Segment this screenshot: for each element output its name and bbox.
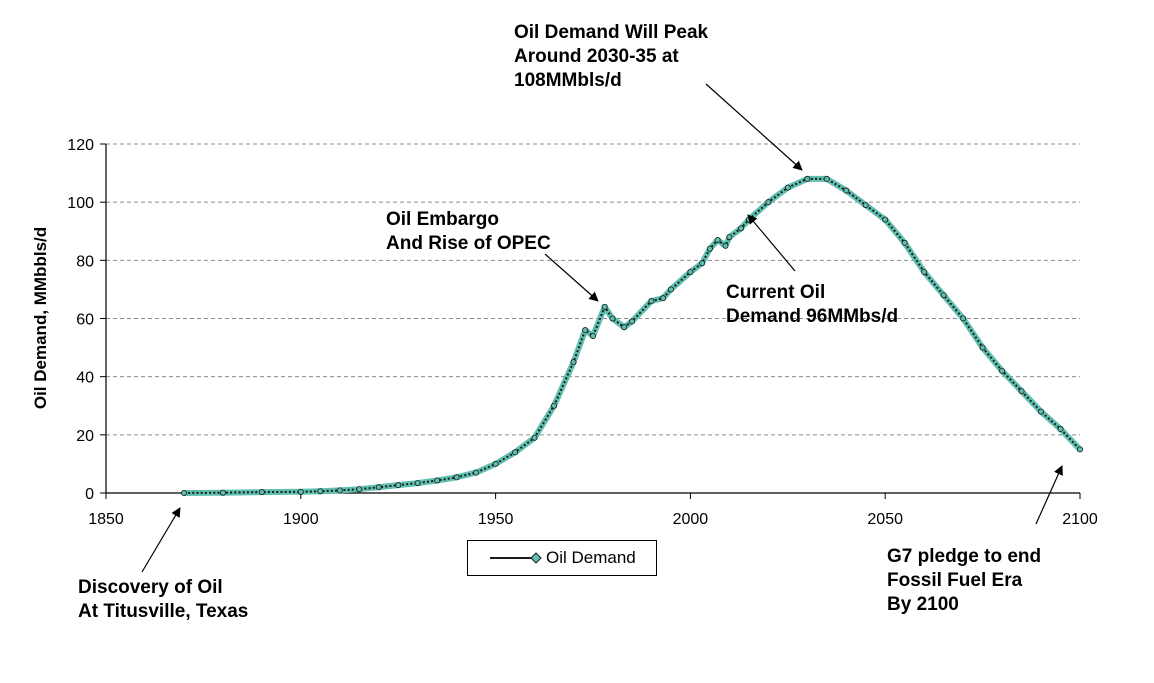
- data-point-2050: [882, 216, 889, 223]
- legend-label-oil-demand: Oil Demand: [546, 548, 636, 567]
- annotation-peak-line-1: Oil Demand Will Peak: [514, 22, 709, 43]
- annotation-discovery: Discovery of Oil At Titusville, Texas: [78, 576, 248, 624]
- data-point-1995: [667, 286, 674, 293]
- annotation-g7-line-2: Fossil Fuel Era: [887, 570, 1023, 591]
- axes: [100, 143, 1081, 499]
- annotation-current: Current Oil Demand 96MMbs/d: [726, 281, 898, 329]
- data-point-2040: [843, 187, 850, 194]
- annotation-embargo-line-1: Oil Embargo: [386, 209, 499, 230]
- legend-swatch-oil-demand: [490, 550, 542, 566]
- data-point-1983: [621, 324, 628, 331]
- data-point-2009: [722, 242, 729, 249]
- x-tick-label-1900: 1900: [283, 511, 319, 528]
- data-point-1955: [512, 449, 519, 456]
- data-point-1978: [601, 303, 608, 310]
- annotation-discovery-line-2: At Titusville, Texas: [78, 601, 249, 622]
- data-point-2030: [804, 175, 811, 182]
- data-point-1880: [219, 489, 226, 496]
- y-tick-label-60: 60: [76, 312, 94, 329]
- data-point-2005: [706, 245, 713, 252]
- data-point-1930: [414, 480, 421, 487]
- data-point-2065: [940, 292, 947, 299]
- annotation-current-line-1: Current Oil: [726, 282, 826, 303]
- series-oil-demand: [180, 175, 1084, 496]
- x-tick-label-1950: 1950: [478, 511, 514, 528]
- arrow-g7: [1035, 465, 1063, 525]
- data-point-1905: [317, 488, 324, 495]
- data-point-1985: [628, 318, 635, 325]
- data-point-1870: [180, 489, 187, 496]
- data-point-1970: [570, 359, 577, 366]
- data-point-2080: [999, 367, 1006, 374]
- data-point-2100: [1077, 446, 1084, 453]
- annotation-embargo-line-2: And Rise of OPEC: [386, 233, 551, 254]
- data-point-1890: [258, 489, 265, 496]
- y-axis-label: Oil Demand, MMbbls/d: [31, 227, 50, 409]
- data-point-2075: [979, 344, 986, 351]
- arrow-embargo: [544, 253, 599, 302]
- annotation-g7-line-1: G7 pledge to end: [887, 546, 1042, 567]
- data-point-1980: [609, 315, 616, 322]
- x-tick-label-2000: 2000: [673, 511, 709, 528]
- data-point-1965: [551, 402, 558, 409]
- data-point-2085: [1018, 388, 1025, 395]
- data-point-2007: [714, 236, 721, 243]
- data-point-1920: [375, 484, 382, 491]
- arrow-current: [747, 214, 796, 272]
- data-point-1973: [582, 327, 589, 334]
- data-point-2055: [901, 239, 908, 246]
- annotation-embargo: Oil Embargo And Rise of OPEC: [386, 208, 551, 256]
- x-tick-label-1850: 1850: [88, 511, 124, 528]
- data-point-1925: [395, 482, 402, 489]
- data-point-2013: [738, 225, 745, 232]
- legend: Oil Demand: [467, 540, 657, 576]
- x-tick-label-2050: 2050: [867, 511, 903, 528]
- data-point-2060: [921, 268, 928, 275]
- y-tick-label-0: 0: [85, 486, 94, 503]
- y-tick-label-120: 120: [67, 137, 94, 154]
- annotation-discovery-line-1: Discovery of Oil: [78, 577, 223, 598]
- data-point-1915: [356, 486, 363, 493]
- series-line-halo: [183, 175, 1083, 496]
- y-tick-label-20: 20: [76, 428, 94, 445]
- arrow-discovery: [141, 507, 181, 573]
- tick-labels: 0 20 40 60 80 100 120 1850 1900 1950 2000 2050 2100: [67, 137, 1098, 528]
- data-point-2090: [1038, 408, 1045, 415]
- data-point-2095: [1057, 426, 1064, 433]
- gridlines: [106, 143, 1080, 436]
- arrow-peak: [705, 83, 803, 171]
- y-tick-label-80: 80: [76, 253, 94, 270]
- data-point-2025: [784, 184, 791, 191]
- data-point-1950: [492, 460, 499, 467]
- data-point-1945: [473, 469, 480, 476]
- data-point-1993: [660, 295, 667, 302]
- data-point-2003: [699, 260, 706, 267]
- annotation-arrows: [141, 83, 1063, 573]
- annotation-current-line-2: Demand 96MMbs/d: [726, 306, 899, 327]
- data-point-1935: [434, 477, 441, 484]
- data-point-2045: [862, 202, 869, 209]
- data-point-2070: [960, 315, 967, 322]
- data-point-2000: [687, 268, 694, 275]
- data-point-1910: [336, 487, 343, 494]
- data-point-1900: [297, 488, 304, 495]
- data-point-2035: [823, 175, 830, 182]
- data-point-1990: [648, 298, 655, 305]
- annotation-peak: Oil Demand Will Peak Around 2030-35 at 1…: [514, 21, 708, 93]
- y-tick-label-100: 100: [67, 195, 94, 212]
- data-point-2010: [726, 234, 733, 241]
- annotation-g7: G7 pledge to end Fossil Fuel Era By 2100: [887, 545, 1041, 617]
- x-tick-label-2100: 2100: [1062, 511, 1098, 528]
- data-point-1940: [453, 474, 460, 481]
- data-point-1960: [531, 434, 538, 441]
- y-tick-label-40: 40: [76, 370, 94, 387]
- data-point-2020: [765, 199, 772, 206]
- data-point-1975: [590, 332, 597, 339]
- annotation-g7-line-3: By 2100: [887, 594, 959, 615]
- annotation-peak-line-3: 108MMbls/d: [514, 70, 622, 91]
- series-line-oil-demand: [183, 177, 1081, 494]
- annotation-peak-line-2: Around 2030-35 at: [514, 46, 679, 67]
